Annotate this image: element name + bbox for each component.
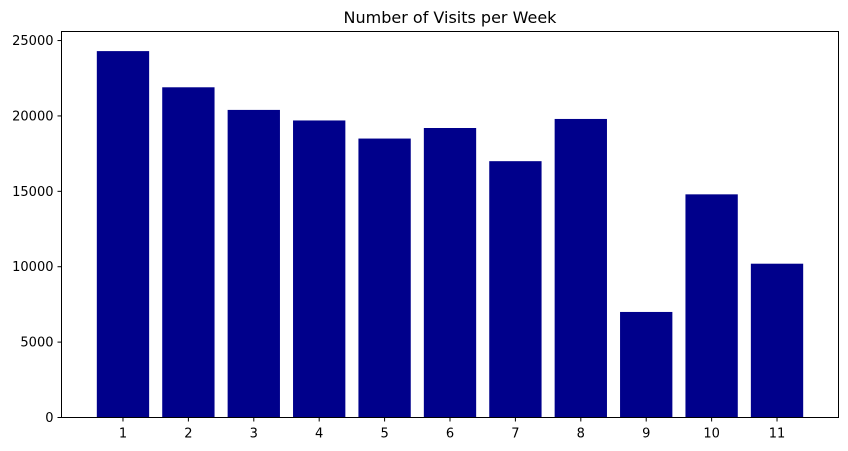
bar-week-6 <box>424 128 476 418</box>
y-tick-label: 15000 <box>12 185 53 200</box>
bar-week-11 <box>751 264 803 418</box>
bar-week-9 <box>620 312 672 418</box>
x-tick-label: 7 <box>511 427 519 442</box>
bar-week-1 <box>97 51 149 417</box>
x-tick-label: 9 <box>642 427 650 442</box>
y-tick-label: 10000 <box>12 260 53 275</box>
x-tick-label: 2 <box>184 427 192 442</box>
y-tick-label: 0 <box>45 411 53 426</box>
bar-week-2 <box>162 87 214 417</box>
chart-title: Number of Visits per Week <box>344 8 558 27</box>
y-tick-label: 20000 <box>12 109 53 124</box>
x-tick-label: 8 <box>577 427 585 442</box>
bar-week-4 <box>293 120 345 417</box>
x-tick-label: 3 <box>250 427 258 442</box>
x-tick-label: 6 <box>446 427 454 442</box>
bar-week-3 <box>228 110 280 418</box>
bar-week-10 <box>685 194 737 417</box>
y-tick-label: 25000 <box>12 34 53 49</box>
bar-week-5 <box>358 139 410 418</box>
x-tick-label: 11 <box>769 427 786 442</box>
bar-week-8 <box>555 119 607 418</box>
bar-week-7 <box>489 161 541 417</box>
x-tick-label: 1 <box>119 427 127 442</box>
x-tick-label: 4 <box>315 427 323 442</box>
x-tick-label: 10 <box>703 427 720 442</box>
y-tick-label: 5000 <box>20 336 53 351</box>
x-tick-label: 5 <box>380 427 388 442</box>
